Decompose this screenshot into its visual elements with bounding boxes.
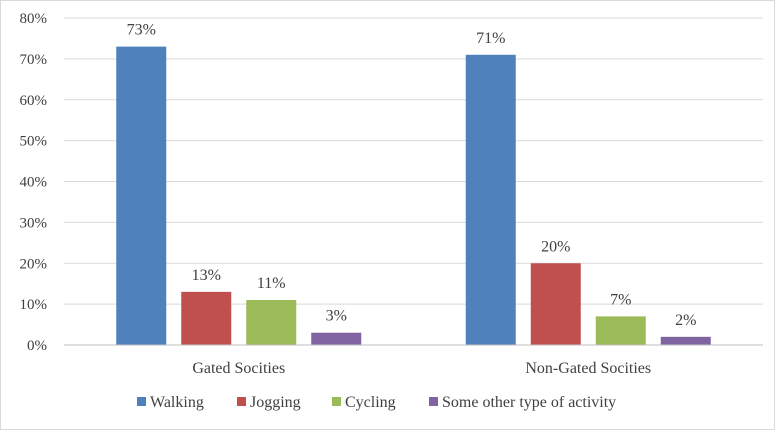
y-tick-label: 30% [20, 215, 48, 231]
data-label: 3% [326, 308, 347, 325]
bar [311, 332, 362, 345]
y-tick-label: 20% [20, 256, 48, 272]
data-label: 13% [192, 267, 221, 284]
legend-swatch [237, 397, 246, 406]
y-tick-label: 70% [20, 52, 48, 68]
x-category-label: Gated Socities [192, 360, 285, 377]
y-tick-label: 40% [20, 175, 48, 191]
legend-swatch [137, 397, 146, 406]
bar [595, 316, 646, 345]
legend-label: Jogging [250, 394, 301, 411]
data-label: 11% [257, 275, 286, 292]
y-tick-label: 50% [20, 134, 48, 150]
y-tick-label: 80% [20, 11, 48, 27]
data-label: 73% [127, 22, 156, 39]
legend-swatch [429, 397, 438, 406]
y-tick-label: 10% [20, 297, 48, 313]
data-label: 71% [476, 30, 505, 47]
bar [181, 291, 232, 345]
y-tick-label: 0% [27, 338, 47, 354]
data-label: 20% [541, 238, 570, 255]
bar [246, 300, 297, 345]
bar [116, 46, 167, 346]
legend-label: Walking [150, 394, 204, 411]
y-tick-label: 60% [20, 93, 48, 109]
bar [465, 54, 516, 345]
bar [660, 336, 711, 345]
legend-swatch [332, 397, 341, 406]
data-label: 7% [610, 291, 631, 308]
legend-label: Some other type of activity [442, 394, 616, 411]
data-label: 2% [675, 312, 696, 329]
x-category-label: Non-Gated Socities [525, 360, 651, 377]
legend-label: Cycling [345, 394, 396, 411]
bar [530, 263, 581, 345]
